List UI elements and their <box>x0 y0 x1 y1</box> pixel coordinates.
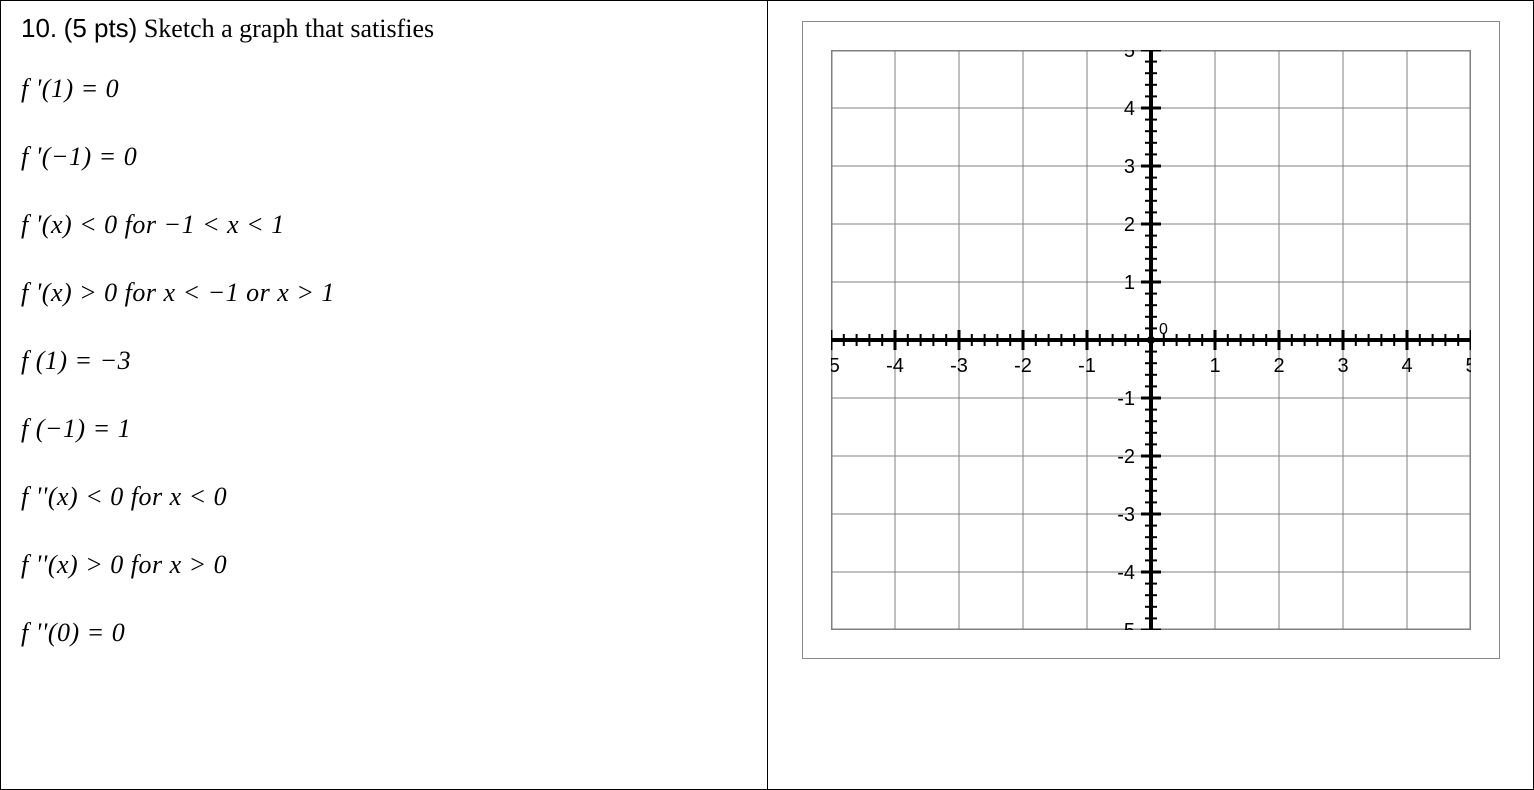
svg-text:4: 4 <box>1401 355 1412 377</box>
svg-text:5: 5 <box>1123 50 1134 62</box>
problem-container: 10. (5 pts) Sketch a graph that satisfie… <box>0 0 1534 790</box>
svg-text:1: 1 <box>1123 272 1134 294</box>
svg-text:-3: -3 <box>950 355 968 377</box>
condition-7: f ''(x) > 0 for x > 0 <box>21 550 747 580</box>
svg-text:2: 2 <box>1123 214 1134 236</box>
condition-1: f '(−1) = 0 <box>21 142 747 172</box>
question-prompt: Sketch a graph that satisfies <box>144 14 434 43</box>
svg-text:-5: -5 <box>1117 620 1135 630</box>
conditions-panel: 10. (5 pts) Sketch a graph that satisfie… <box>1 1 768 789</box>
question-header: 10. (5 pts) Sketch a graph that satisfie… <box>21 13 747 44</box>
condition-4: f (1) = −3 <box>21 346 747 376</box>
svg-text:3: 3 <box>1337 355 1348 377</box>
graph-panel: -5 -4 -3 -2 -1 1 2 3 4 5 5 4 3 2 1 -1 -2 -3 -4 -5 0 <box>768 1 1533 789</box>
svg-text:5: 5 <box>1465 355 1471 377</box>
conditions-list: f '(1) = 0 f '(−1) = 0 f '(x) < 0 for −1 <… <box>21 74 747 648</box>
svg-text:4: 4 <box>1123 98 1134 120</box>
svg-text:-2: -2 <box>1117 446 1135 468</box>
condition-3: f '(x) > 0 for x < −1 or x > 1 <box>21 278 747 308</box>
svg-text:-4: -4 <box>1117 562 1135 584</box>
svg-text:-1: -1 <box>1078 355 1096 377</box>
svg-text:-3: -3 <box>1117 504 1135 526</box>
svg-text:0: 0 <box>1159 321 1168 338</box>
svg-text:2: 2 <box>1273 355 1284 377</box>
svg-text:3: 3 <box>1123 156 1134 178</box>
svg-text:-5: -5 <box>831 355 840 377</box>
svg-text:-2: -2 <box>1014 355 1032 377</box>
question-points: (5 pts) <box>64 13 138 43</box>
condition-6: f ''(x) < 0 for x < 0 <box>21 482 747 512</box>
graph-box: -5 -4 -3 -2 -1 1 2 3 4 5 5 4 3 2 1 -1 -2 -3 -4 -5 0 <box>802 21 1500 659</box>
condition-5: f (−1) = 1 <box>21 414 747 444</box>
condition-0: f '(1) = 0 <box>21 74 747 104</box>
question-number: 10. <box>21 13 57 43</box>
svg-text:1: 1 <box>1209 355 1220 377</box>
svg-text:-4: -4 <box>886 355 904 377</box>
coordinate-grid: -5 -4 -3 -2 -1 1 2 3 4 5 5 4 3 2 1 -1 -2 -3 -4 -5 0 <box>831 50 1471 630</box>
condition-2: f '(x) < 0 for −1 < x < 1 <box>21 210 747 240</box>
svg-text:-1: -1 <box>1117 388 1135 410</box>
condition-8: f ''(0) = 0 <box>21 618 747 648</box>
